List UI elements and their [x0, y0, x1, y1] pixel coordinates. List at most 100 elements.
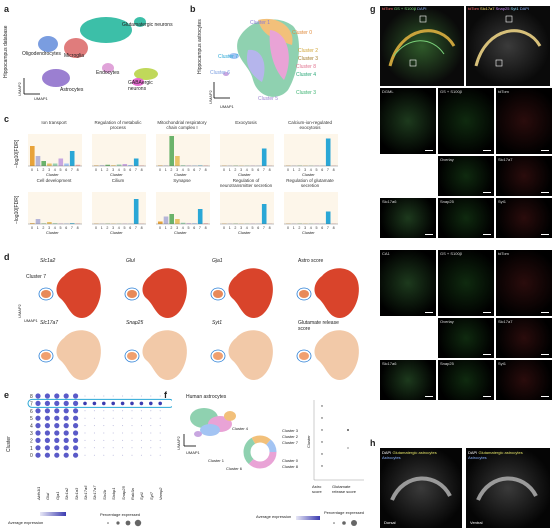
e-dot: [93, 447, 95, 449]
f-donut-c3: Cluster 3: [282, 428, 299, 433]
c-tick: 3: [240, 226, 242, 230]
c-tick: 4: [310, 226, 312, 230]
e-dot: [54, 393, 60, 399]
c-xlabel: Cluster: [174, 172, 187, 177]
g-tile: tdTom: [496, 250, 552, 316]
e-dot: [63, 423, 69, 429]
c-bar: [325, 138, 331, 166]
c-tick: 1: [165, 168, 167, 172]
e-dot: [44, 437, 50, 443]
e-dot: [35, 415, 41, 421]
e-dot: [84, 425, 86, 427]
panel-b-umap: [213, 18, 300, 99]
c-bar: [163, 165, 169, 166]
f-dot-ylabel: Cluster: [306, 435, 311, 448]
gaba-cluster: [134, 68, 158, 80]
g-tile: GS + S100β: [438, 88, 494, 154]
c-tick: 8: [269, 226, 271, 230]
c-tick: 6: [257, 168, 259, 172]
c-tick: 8: [333, 168, 335, 172]
d-umap-plot: [124, 268, 187, 318]
c-bar: [169, 214, 174, 224]
e-dot: [84, 410, 86, 412]
panel-c-ylabel-2: −log10[FDR]: [14, 195, 20, 224]
e-dot: [120, 401, 125, 406]
g-hdr-slc17a7: Slc17a7: [480, 6, 495, 11]
c-bar: [58, 223, 64, 224]
c-xlabel: Cluster: [302, 230, 315, 235]
c-xlabel: Cluster: [238, 172, 251, 177]
c-xlabel: Cluster: [302, 172, 315, 177]
e-dot: [93, 432, 95, 434]
f-title: Human astrocytes: [186, 394, 227, 400]
h-left-title: DAPI Glutamatergic astrocytes Astrocytes: [382, 450, 437, 460]
e-col-label: Syt7: [148, 491, 154, 500]
g-scalebar: [541, 192, 549, 193]
e-dot: [140, 395, 142, 397]
g-scalebar: [425, 396, 433, 397]
c-tick: 6: [257, 226, 259, 230]
e-dot: [150, 454, 152, 456]
label-glutamatergic: Glutamatergic neurons: [122, 22, 173, 28]
h-left-shapes: [390, 476, 452, 501]
panel-g-label: g: [370, 4, 376, 14]
c-chart-title: Cilium: [111, 178, 125, 183]
f-donut-c4: Cluster 4: [232, 426, 249, 431]
c-tick: 5: [252, 168, 254, 172]
e-dot: [84, 417, 86, 419]
label-gabaergic: GABAergic neurons: [128, 80, 153, 92]
c-tick: 8: [205, 168, 207, 172]
c-tick: 2: [298, 168, 300, 172]
g-tile: Slc17a7: [496, 156, 552, 196]
e-col-label: Slc17a7: [92, 485, 98, 500]
e-pct-legend: Percentage expressed: [100, 512, 141, 517]
e-dot: [140, 417, 142, 419]
c-bar: [203, 223, 209, 224]
c-tick: 3: [304, 226, 306, 230]
e-dot: [83, 401, 87, 406]
c-bar: [203, 165, 209, 166]
d-cluster7-circle: [38, 349, 54, 363]
g-tile-label: Syt1: [498, 361, 507, 366]
microglia-cluster: [64, 38, 88, 58]
e-dot: [54, 423, 60, 429]
e-dot: [35, 408, 41, 414]
c-tick: 7: [263, 226, 265, 230]
e-dot: [35, 445, 41, 451]
e-dot: [73, 452, 79, 458]
e-dot: [63, 393, 69, 399]
e-dot: [122, 447, 124, 449]
g-tile-label: Slc17a6: [382, 361, 397, 366]
d-umap-plot: [210, 330, 273, 380]
c-tick: 3: [112, 226, 114, 230]
h-right-region: Ventral: [470, 520, 483, 525]
e-dot: [103, 447, 105, 449]
g-scalebar: [541, 234, 549, 235]
e-dot: [140, 454, 142, 456]
c-tick: 2: [106, 226, 108, 230]
e-dot: [139, 401, 144, 406]
e-dot: [44, 415, 50, 421]
f-dotplot: [313, 400, 364, 481]
g-tile-label: Syt1: [498, 199, 507, 204]
e-dot: [44, 408, 50, 414]
b-cluster-7: Cluster 7: [218, 54, 239, 60]
e-dot: [159, 439, 161, 441]
c-tick: 5: [316, 168, 318, 172]
e-dot: [63, 430, 69, 436]
c-tick: 8: [77, 168, 79, 172]
e-dot: [73, 400, 79, 406]
e-dot: [44, 430, 50, 436]
c-chart-title: Regulation of glutamate secretion: [286, 178, 334, 188]
c-tick: 7: [71, 168, 73, 172]
e-dot: [44, 393, 50, 399]
panel-c-ylabel-1: −log10[FDR]: [14, 139, 20, 168]
c-tick: 8: [141, 226, 143, 230]
c-tick: 8: [205, 226, 207, 230]
c-xlabel: Cluster: [46, 230, 59, 235]
c-bar: [158, 221, 163, 224]
g-overview-right: [466, 6, 550, 86]
